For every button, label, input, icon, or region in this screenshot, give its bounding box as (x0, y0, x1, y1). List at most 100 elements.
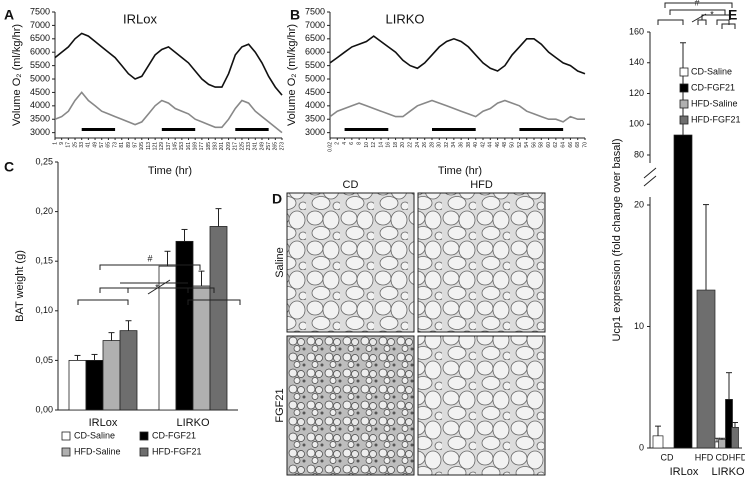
x-tick-label: 97 (132, 142, 138, 148)
x-tick-label: 10 (364, 142, 370, 148)
micrograph (417, 335, 546, 476)
x-tick-label: 54 (524, 142, 530, 148)
x-tick-label: 193 (213, 142, 219, 151)
y-tick-label: 80 (634, 149, 644, 159)
x-tick-label: 273 (279, 142, 285, 151)
y-tick-label: 120 (629, 88, 644, 98)
y-tick-label: 4000 (305, 100, 325, 110)
bar (175, 240, 194, 411)
x-tick-label: 249 (259, 142, 265, 151)
bar (673, 134, 693, 449)
x-tick-label: 30 (437, 142, 443, 148)
axis-break (643, 167, 657, 179)
panel-letter: C (4, 159, 14, 175)
x-tick-label: CD (716, 452, 729, 462)
y-tick-label: 10 (634, 321, 644, 331)
legend-swatch (61, 447, 71, 457)
annotation: * (155, 282, 159, 292)
x-tick-label: 25 (72, 142, 78, 148)
x-tick-label: 89 (126, 142, 132, 148)
x-tick-label: 16 (386, 142, 392, 148)
series-line (329, 35, 586, 75)
x-tick-label: 153 (179, 142, 185, 151)
x-tick-label: 9 (59, 142, 65, 145)
x-axis-label: Time (hr) (438, 165, 482, 177)
bracket (701, 14, 731, 20)
x-tick-label: 20 (400, 142, 406, 148)
series-line (54, 91, 283, 134)
y-tick-label: 0,00 (35, 404, 53, 414)
x-tick-label: 4 (342, 142, 348, 145)
bracket (716, 19, 730, 25)
y-tick-label: 6500 (30, 33, 50, 43)
x-tick-label: 68 (575, 142, 581, 148)
x-tick-label: 12 (371, 142, 377, 148)
group-label: LIRKO (711, 466, 744, 478)
legend-label: HFD-Saline (691, 98, 738, 108)
axis-break (643, 175, 657, 187)
row-label: Saline (274, 247, 286, 278)
legend-label: HFD-Saline (74, 446, 121, 456)
x-tick-label: 169 (193, 142, 199, 151)
micrograph (286, 192, 415, 333)
x-tick-label: 0.02 (327, 142, 333, 152)
x-tick-label: 73 (112, 142, 118, 148)
bracket (77, 299, 129, 305)
x-tick-label: 225 (239, 142, 245, 151)
legend-swatch (679, 99, 689, 109)
y-tick-label: 3000 (305, 127, 325, 137)
y-tick-label: 7000 (30, 20, 50, 30)
micrograph (286, 335, 415, 476)
bracket (721, 23, 736, 29)
annotation: # (694, 0, 699, 7)
y-tick-label: 0,15 (35, 256, 53, 266)
y-tick-label: 5500 (30, 60, 50, 70)
y-tick-label: 5000 (30, 73, 50, 83)
x-tick-label: 1 (52, 142, 58, 145)
y-tick-label: 6500 (305, 33, 325, 43)
x-tick-label: 41 (86, 142, 92, 148)
x-tick-label: 28 (429, 142, 435, 148)
panel-letter: B (290, 7, 300, 23)
y-tick-label: 7500 (30, 6, 50, 16)
x-tick-label: 137 (166, 142, 172, 151)
x-tick-label: 62 (553, 142, 559, 148)
y-tick-label: 7500 (305, 6, 325, 16)
legend-swatch (679, 115, 689, 125)
x-tick-label: 161 (186, 142, 192, 151)
y-tick-label: 20 (634, 199, 644, 209)
x-tick-label: 257 (266, 142, 272, 151)
panel-letter: E (728, 7, 737, 23)
x-tick-label: 201 (219, 142, 225, 151)
x-tick-label: CD (661, 452, 674, 462)
legend-label: CD-FGF21 (691, 82, 735, 92)
x-tick-label: 33 (79, 142, 85, 148)
x-tick-label: 49 (92, 142, 98, 148)
y-tick-label: 6000 (305, 47, 325, 57)
y-tick-label: 0,20 (35, 206, 53, 216)
legend-label: CD-FGF21 (152, 430, 196, 440)
x-tick-label: 42 (480, 142, 486, 148)
x-tick-label: 34 (451, 142, 457, 148)
x-tick-label: 6 (349, 142, 355, 145)
x-axis-label: Time (hr) (148, 165, 192, 177)
y-tick-label: 0 (639, 442, 644, 452)
bar (68, 359, 87, 411)
legend-label: CD-Saline (691, 66, 732, 76)
dark-period (235, 128, 269, 131)
bar (731, 426, 739, 449)
legend-swatch (679, 83, 689, 93)
y-tick-label: 7000 (305, 20, 325, 30)
bar (696, 289, 716, 449)
y-tick-label: 140 (629, 57, 644, 67)
bracket (669, 9, 726, 15)
x-tick-label: 81 (119, 142, 125, 148)
x-tick-label: 17 (66, 142, 72, 148)
bracket (697, 19, 707, 25)
x-tick-label: 14 (378, 142, 384, 148)
y-tick-label: 0,10 (35, 305, 53, 315)
series-line (54, 32, 283, 96)
y-axis-label: Volume O₂ (ml/kg/hr) (11, 24, 23, 126)
x-tick-label: 36 (458, 142, 464, 148)
